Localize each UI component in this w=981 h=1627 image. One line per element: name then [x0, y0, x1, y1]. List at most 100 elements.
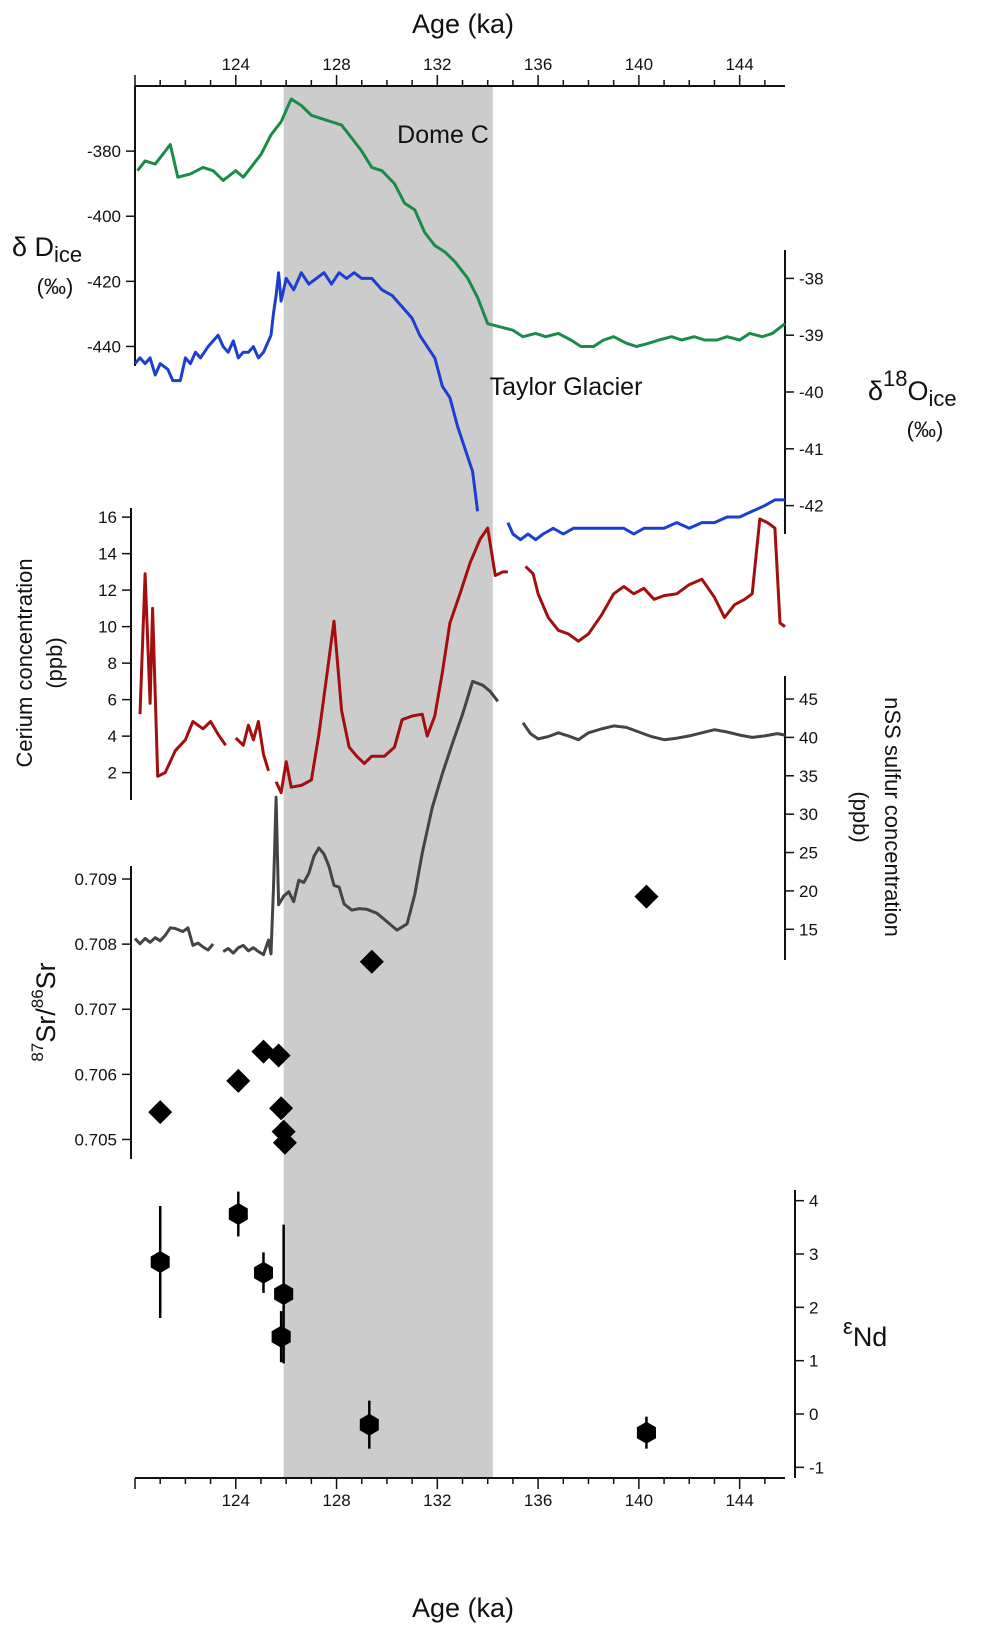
shaded-interval — [283, 86, 493, 1478]
series-layer — [133, 97, 786, 1449]
x-tick-label: 144 — [725, 55, 753, 74]
sr-tick-label: 0.706 — [74, 1065, 117, 1084]
cerium-tick-label: 10 — [98, 618, 117, 637]
series-sulfur-segment-2 — [521, 721, 786, 742]
x-tick-label: 140 — [625, 1491, 653, 1510]
sulfur-axis-title-unit: (ppb) — [848, 791, 873, 842]
sulfur-tick-label: 40 — [799, 728, 818, 747]
series-cerium-segment-0 — [138, 572, 227, 778]
d18O-axis: -38 -39 -40 -41 -42 — [784, 250, 824, 534]
sulfur-tick-label: 45 — [799, 690, 818, 709]
d18O-axis-title: δ18Oice — [868, 366, 957, 411]
x-tick-label: 132 — [423, 55, 451, 74]
cerium-tick-label: 16 — [98, 508, 117, 527]
x-tick-label: 124 — [222, 55, 250, 74]
cerium-axis: 2 4 6 8 10 12 14 16 — [98, 508, 132, 800]
nd-tick-label: 2 — [809, 1298, 818, 1317]
sulfur-axis-title: nSS sulfur concentration — [880, 697, 905, 937]
cerium-tick-label: 6 — [108, 691, 117, 710]
nd-point-2 — [254, 1261, 273, 1284]
x-tick-label: 144 — [725, 1491, 753, 1510]
cerium-axis-title: Cerium concentration — [12, 558, 37, 767]
d18O-tick-label: -39 — [799, 326, 824, 345]
sulfur-tick-label: 35 — [799, 767, 818, 786]
bottom-x-axis-title: Age (ka) — [412, 1593, 514, 1623]
nd-point-5 — [359, 1413, 379, 1436]
nd-point-6 — [636, 1421, 656, 1444]
sulfur-tick-label: 25 — [799, 844, 818, 863]
dD-tick-label: -400 — [87, 207, 121, 226]
sr-point-3 — [266, 1043, 291, 1068]
sr-tick-label: 0.708 — [74, 935, 117, 954]
x-tick-label: 128 — [322, 55, 350, 74]
series-sulfur-segment-0 — [133, 926, 215, 952]
dD-axis-title-unit: (‰) — [37, 274, 74, 299]
dD-axis: -380 -400 -420 -440 — [87, 86, 136, 366]
nd-tick-label: 1 — [809, 1352, 818, 1371]
x-tick-label: 124 — [222, 1491, 250, 1510]
series-cerium-segment-1 — [234, 720, 270, 772]
nd-tick-label: 3 — [809, 1245, 818, 1264]
sulfur-axis: 15 20 25 30 35 40 45 — [784, 676, 818, 960]
d18O-axis-title-sub: ice — [929, 386, 957, 411]
dD-axis-title-sub: ice — [54, 242, 82, 267]
nd-point-0 — [150, 1251, 170, 1273]
sr-axis-title-pre: 87 — [28, 1043, 47, 1062]
nd-tick-label: 0 — [809, 1405, 818, 1424]
nd-tick-label: -1 — [809, 1458, 824, 1477]
nd-tick-label: 4 — [809, 1192, 818, 1211]
d18O-axis-title-o: O — [908, 376, 929, 406]
nd-axis: -1 0 1 2 3 4 — [794, 1190, 824, 1478]
sr-tick-label: 0.705 — [74, 1130, 117, 1149]
top-x-axis: 124 128 132 136 140 144 — [134, 55, 785, 87]
sr-tick-label: 0.709 — [74, 870, 117, 889]
series-cerium-segment-2 — [274, 526, 508, 795]
sr-axis-title-a: Sr/ — [31, 1008, 61, 1043]
dD-axis-title: δ Dice — [12, 232, 82, 267]
annotation-dome-c: Dome C — [397, 121, 489, 149]
series-sulfur-segment-1 — [222, 679, 499, 957]
sr-point-4 — [269, 1096, 294, 1121]
dD-axis-title-main: δ D — [12, 232, 54, 262]
nd-point-3 — [274, 1283, 294, 1305]
sr-point-7 — [359, 949, 384, 974]
annotation-taylor-glacier: Taylor Glacier — [490, 373, 643, 401]
sulfur-tick-label: 30 — [799, 805, 818, 824]
series-cerium-segment-3 — [524, 517, 786, 643]
dD-tick-label: -440 — [87, 337, 121, 356]
series-taylor-segment-0 — [133, 271, 480, 512]
cerium-tick-label: 8 — [108, 654, 117, 673]
sr-axis-title-mid: 86 — [28, 989, 47, 1008]
d18O-tick-label: -42 — [799, 497, 824, 516]
dD-tick-label: -420 — [87, 272, 121, 291]
x-tick-label: 136 — [524, 1491, 552, 1510]
sr-point-1 — [226, 1068, 251, 1093]
cerium-tick-label: 2 — [108, 764, 117, 783]
series-dome_c-line — [136, 97, 786, 348]
sr-tick-label: 0.707 — [74, 1000, 117, 1019]
d18O-axis-title-sup: 18 — [883, 366, 907, 391]
sulfur-tick-label: 20 — [799, 882, 818, 901]
nd-axis-title-eps: ε — [843, 1314, 853, 1339]
sr-point-8 — [634, 884, 659, 909]
x-tick-label: 140 — [625, 55, 653, 74]
sr-point-0 — [148, 1100, 173, 1125]
nd-axis-title: εNd — [843, 1314, 887, 1352]
top-x-axis-title: Age (ka) — [412, 9, 514, 39]
cerium-axis-title-unit: (ppb) — [42, 637, 67, 688]
cerium-tick-label: 14 — [98, 545, 117, 564]
sr-point-6 — [272, 1130, 297, 1155]
sr-axis: 0.705 0.706 0.707 0.708 0.709 — [74, 866, 132, 1159]
cerium-tick-label: 4 — [108, 727, 117, 746]
cerium-tick-label: 12 — [98, 581, 117, 600]
d18O-axis-title-unit: (‰) — [907, 417, 944, 442]
nd-point-1 — [228, 1203, 248, 1225]
d18O-tick-label: -38 — [799, 269, 824, 288]
bottom-x-axis: 124 128 132 136 140 144 — [134, 1477, 785, 1510]
nd-axis-title-nd: Nd — [853, 1322, 888, 1352]
x-tick-label: 136 — [524, 55, 552, 74]
sr-axis-title: 87Sr/86Sr — [28, 962, 61, 1061]
d18O-tick-label: -41 — [799, 440, 824, 459]
nd-point-4 — [271, 1325, 291, 1348]
